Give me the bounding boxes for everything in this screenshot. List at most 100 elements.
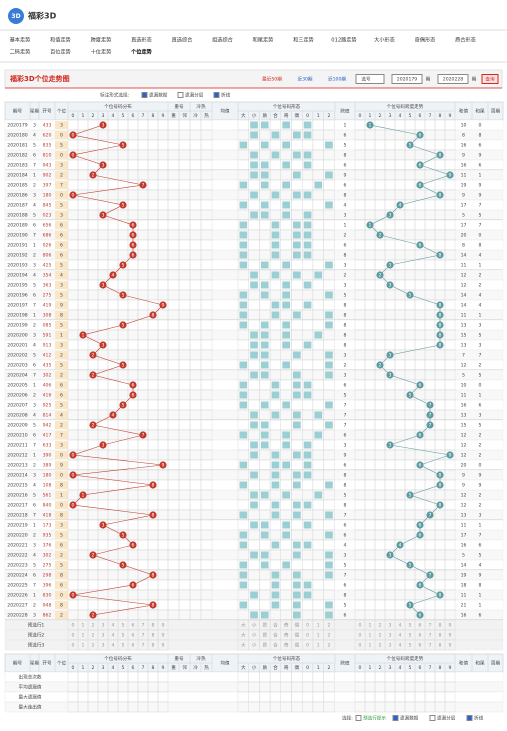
preselect-digit[interactable]: 8 [439, 643, 442, 649]
preselect-digit[interactable]: 5 [122, 623, 125, 629]
preselect-digit[interactable]: 3 [389, 633, 392, 639]
preselect-digit[interactable]: 4 [399, 633, 402, 639]
preselect-form[interactable]: 1 [317, 643, 320, 649]
preselect-form[interactable]: 大 [241, 622, 246, 629]
nav-link[interactable]: 和尾走势 [253, 36, 274, 44]
footer-checkbox[interactable] [355, 715, 362, 721]
preselect-form[interactable]: 奇 [284, 632, 289, 639]
preselect-digit[interactable]: 5 [409, 633, 412, 639]
range-link[interactable]: 近100期 [328, 76, 346, 83]
preselect-digit[interactable]: 5 [122, 643, 125, 649]
preselect-digit[interactable]: 8 [152, 643, 155, 649]
nav-link[interactable]: 直选形态 [131, 36, 152, 44]
preselect-form[interactable]: 大 [241, 642, 246, 649]
preselect-digit[interactable]: 0 [359, 633, 362, 639]
preselect-form[interactable]: 合 [273, 632, 278, 639]
preselect-digit[interactable]: 3 [389, 643, 392, 649]
preselect-digit[interactable]: 6 [132, 633, 135, 639]
preselect-digit[interactable]: 6 [419, 643, 422, 649]
preselect-digit[interactable]: 4 [112, 633, 115, 639]
preselect-digit[interactable]: 2 [92, 623, 95, 629]
preselect-digit[interactable]: 4 [112, 623, 115, 629]
preselect-form[interactable]: 偶 [295, 642, 300, 649]
nav-link[interactable]: 二码走势 [10, 48, 31, 56]
preselect-form[interactable]: 1 [317, 623, 320, 629]
preselect-form[interactable]: 0 [306, 643, 309, 649]
option-checkbox[interactable] [141, 92, 148, 98]
preselect-digit[interactable]: 1 [369, 633, 372, 639]
preselect-digit[interactable]: 6 [132, 623, 135, 629]
range-link[interactable]: 最近50期 [262, 76, 282, 83]
preselect-digit[interactable]: 8 [152, 623, 155, 629]
preselect-digit[interactable]: 7 [142, 623, 145, 629]
preselect-digit[interactable]: 7 [429, 623, 432, 629]
preselect-digit[interactable]: 5 [409, 623, 412, 629]
preselect-digit[interactable]: 4 [399, 623, 402, 629]
preselect-digit[interactable]: 1 [82, 643, 85, 649]
nav-link[interactable]: 个位走势 [130, 48, 153, 56]
preselect-digit[interactable]: 2 [379, 633, 382, 639]
nav-link[interactable]: 质合形态 [455, 36, 476, 44]
nav-link[interactable]: 十位走势 [91, 48, 112, 56]
preselect-digit[interactable]: 0 [359, 643, 362, 649]
nav-link[interactable]: 012路走势 [331, 36, 356, 44]
preselect-form[interactable]: 偶 [295, 632, 300, 639]
preselect-digit[interactable]: 3 [389, 623, 392, 629]
preselect-form[interactable]: 0 [306, 633, 309, 639]
preselect-digit[interactable]: 2 [92, 633, 95, 639]
preselect-digit[interactable]: 2 [92, 643, 95, 649]
preselect-digit[interactable]: 7 [142, 643, 145, 649]
preselect-form[interactable]: 偶 [295, 622, 300, 629]
preselect-form[interactable]: 小 [252, 622, 257, 629]
option-checkbox[interactable] [213, 92, 220, 98]
preselect-digit[interactable]: 0 [72, 633, 75, 639]
preselect-digit[interactable]: 1 [82, 633, 85, 639]
preselect-digit[interactable]: 9 [162, 623, 165, 629]
preselect-digit[interactable]: 7 [429, 643, 432, 649]
footer-checkbox[interactable] [392, 715, 399, 721]
preselect-digit[interactable]: 9 [449, 623, 452, 629]
nav-link[interactable]: 和三走势 [293, 36, 314, 44]
nav-link[interactable]: 跨度走势 [91, 36, 112, 44]
preselect-form[interactable]: 0 [306, 623, 309, 629]
from-input[interactable] [391, 74, 423, 84]
nav-link[interactable]: 直选综合 [172, 36, 194, 44]
nav-link[interactable]: 和值走势 [50, 36, 71, 44]
range-link[interactable]: 近30期 [297, 76, 312, 83]
preselect-digit[interactable]: 1 [369, 643, 372, 649]
preselect-form[interactable]: 2 [327, 643, 330, 649]
preselect-form[interactable]: 质 [262, 632, 267, 639]
preselect-form[interactable]: 小 [252, 642, 257, 649]
preselect-form[interactable]: 奇 [284, 642, 289, 649]
to-input[interactable] [437, 74, 469, 84]
select-box[interactable] [355, 74, 385, 84]
preselect-digit[interactable]: 0 [72, 623, 75, 629]
preselect-digit[interactable]: 9 [449, 643, 452, 649]
preselect-digit[interactable]: 6 [419, 633, 422, 639]
preselect-form[interactable]: 质 [262, 642, 267, 649]
query-button[interactable] [481, 74, 499, 84]
preselect-form[interactable]: 合 [273, 622, 278, 629]
nav-link[interactable]: 百位走势 [50, 48, 71, 56]
preselect-form[interactable]: 小 [252, 632, 257, 639]
preselect-digit[interactable]: 8 [152, 633, 155, 639]
preselect-digit[interactable]: 0 [359, 623, 362, 629]
preselect-form[interactable]: 大 [241, 632, 246, 639]
option-checkbox[interactable] [177, 92, 184, 98]
preselect-form[interactable]: 2 [327, 623, 330, 629]
nav-link[interactable]: 基本走势 [10, 36, 31, 44]
footer-checkbox[interactable] [429, 715, 436, 721]
nav-link[interactable]: 大小形态 [374, 36, 395, 44]
preselect-digit[interactable]: 5 [409, 643, 412, 649]
preselect-digit[interactable]: 6 [419, 623, 422, 629]
footer-checkbox[interactable] [466, 715, 473, 721]
preselect-digit[interactable]: 3 [102, 633, 105, 639]
preselect-digit[interactable]: 8 [439, 623, 442, 629]
preselect-digit[interactable]: 2 [379, 623, 382, 629]
preselect-form[interactable]: 2 [327, 633, 330, 639]
preselect-form[interactable]: 1 [317, 633, 320, 639]
preselect-digit[interactable]: 1 [82, 623, 85, 629]
preselect-digit[interactable]: 5 [122, 633, 125, 639]
preselect-digit[interactable]: 4 [399, 643, 402, 649]
preselect-digit[interactable]: 7 [142, 633, 145, 639]
